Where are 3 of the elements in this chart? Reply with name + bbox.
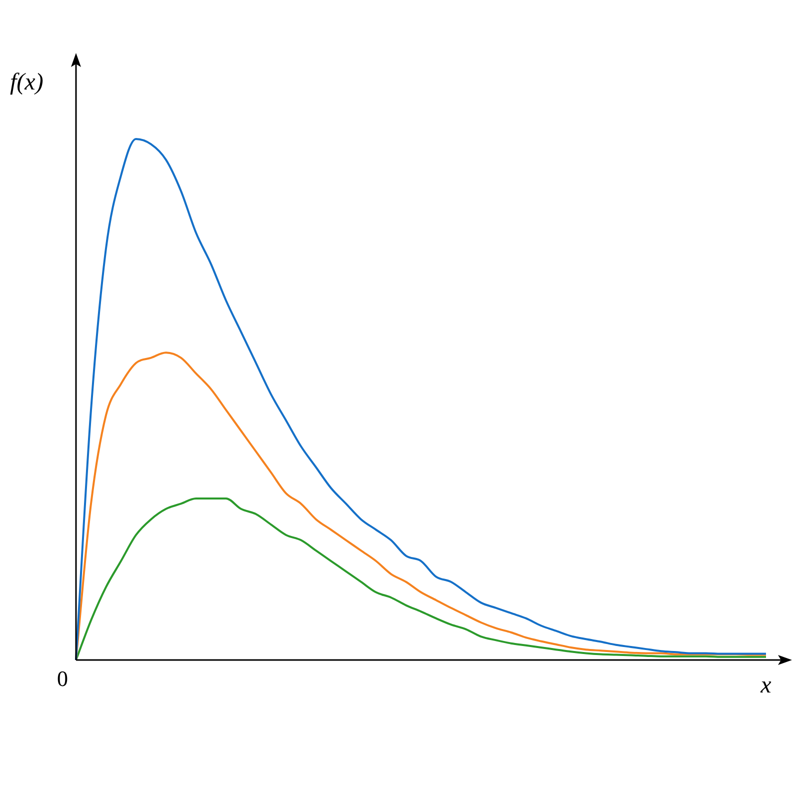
y-axis-title: f(x): [10, 69, 44, 96]
text: 0: [57, 666, 68, 691]
x-axis-title: x: [760, 672, 772, 698]
